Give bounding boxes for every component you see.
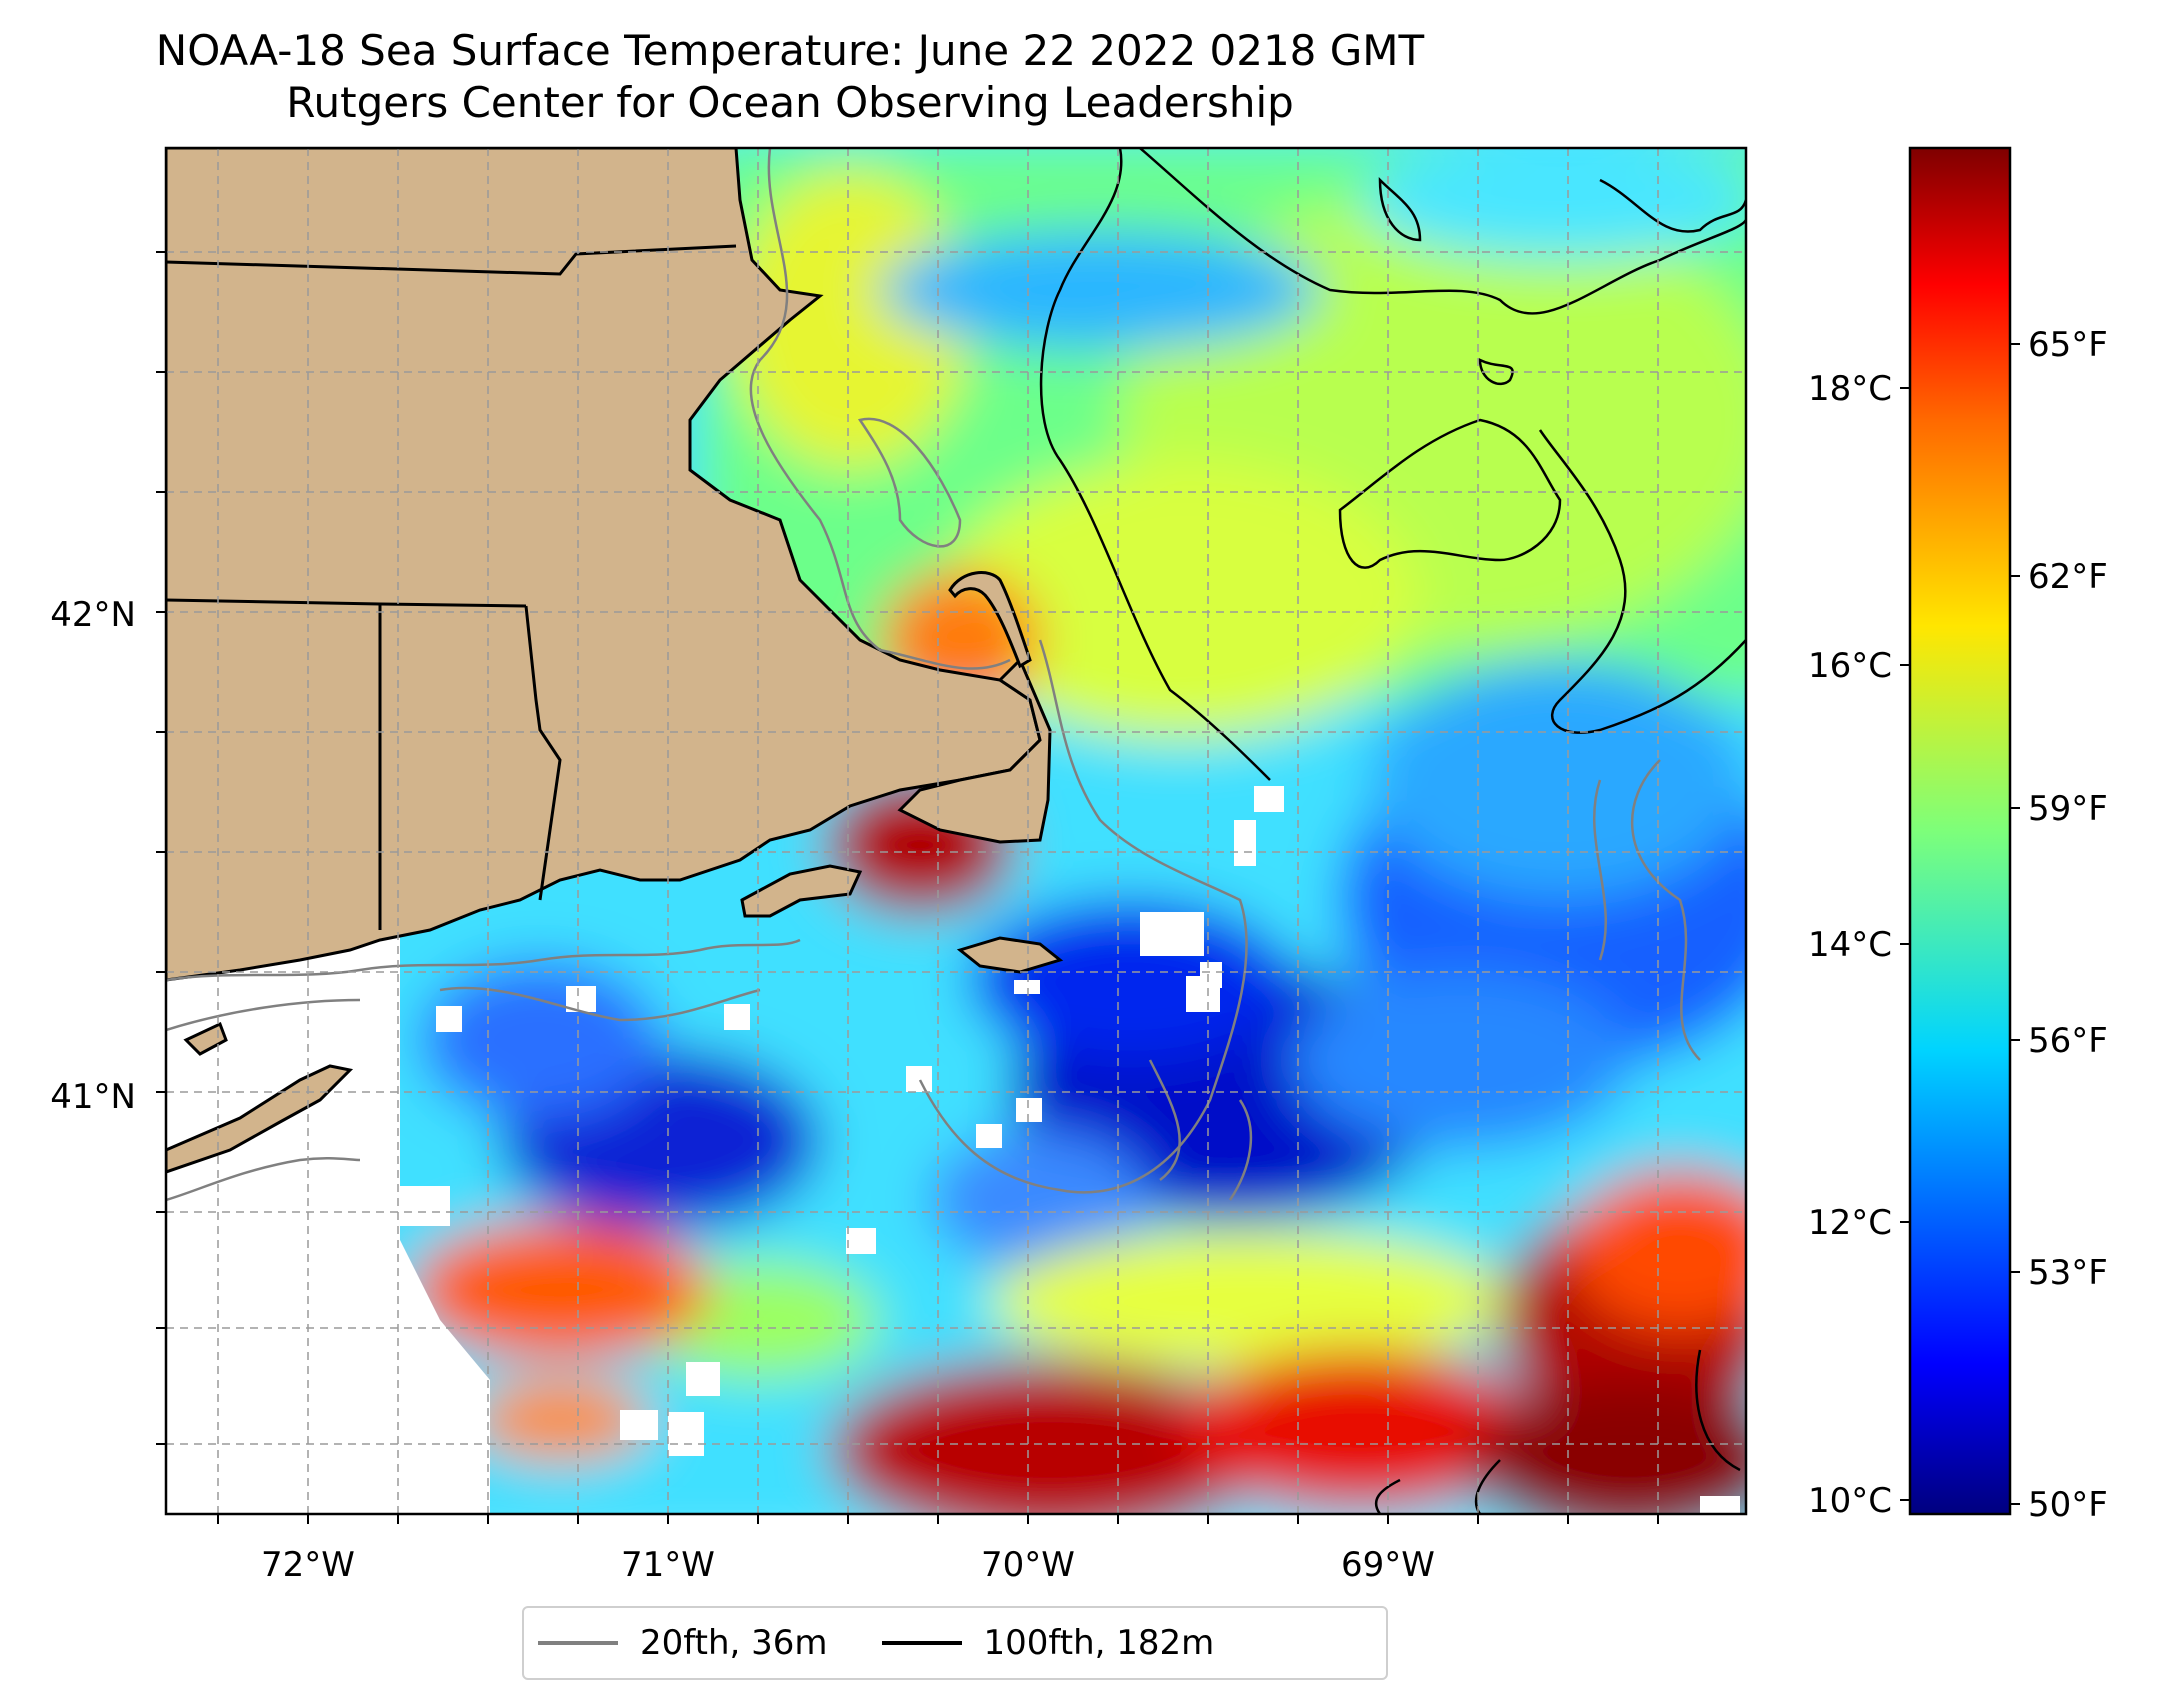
- nantucket: [956, 936, 1064, 974]
- colorbar-c-14: 14°C: [1808, 925, 1892, 965]
- map-frame: [164, 146, 1748, 1516]
- sst-field: [166, 148, 1746, 1514]
- legend-item-100fth: 100fth, 182m: [881, 1623, 1215, 1663]
- colorbar-c-16: 16°C: [1808, 646, 1892, 686]
- colorbar-f-65: 65°F: [2028, 325, 2108, 365]
- legend-swatch-gray-line: [538, 1641, 618, 1645]
- colorbar-f-50: 50°F: [2028, 1485, 2108, 1525]
- isobath-20fth: [166, 148, 1701, 1202]
- lat-label-41n: 41°N: [50, 1077, 136, 1117]
- map-tick-marks: [156, 251, 1659, 1524]
- colorbar-f-62: 62°F: [2028, 557, 2108, 597]
- map-subtitle: Rutgers Center for Ocean Observing Leade…: [286, 78, 1294, 127]
- state-borders: [166, 244, 737, 930]
- long-island-east: [166, 1064, 354, 1174]
- colorbar-f-56: 56°F: [2028, 1021, 2108, 1061]
- legend-label-100fth: 100fth, 182m: [983, 1623, 1215, 1663]
- lon-label-69w: 69°W: [1341, 1545, 1435, 1585]
- map-gridlines: [166, 148, 1746, 1514]
- legend-swatch-black-line: [881, 1641, 962, 1645]
- colorbar: 18°C 16°C 14°C 12°C 10°C 65°F 62°F 59°F …: [1808, 146, 2108, 1525]
- lon-label-70w: 70°W: [981, 1545, 1075, 1585]
- lon-label-71w: 71°W: [621, 1545, 715, 1585]
- lat-label-42n: 42°N: [50, 595, 136, 635]
- colorbar-c-12: 12°C: [1808, 1203, 1892, 1243]
- lon-label-72w: 72°W: [261, 1545, 355, 1585]
- isobath-100fth: [1039, 148, 1746, 1514]
- legend: 20fth, 36m 100fth, 182m: [522, 1606, 1388, 1680]
- no-data-region: [166, 920, 490, 1514]
- colorbar-gradient: [1908, 146, 2012, 1516]
- marthas-vineyard: [740, 864, 863, 918]
- map-title: NOAA-18 Sea Surface Temperature: June 22…: [155, 26, 1425, 75]
- block-island: [183, 1021, 228, 1056]
- legend-label-20fth: 20fth, 36m: [640, 1623, 828, 1663]
- cloud-mask: [400, 786, 1740, 1514]
- colorbar-c-10: 10°C: [1808, 1481, 1892, 1521]
- legend-item-20fth: 20fth, 36m: [538, 1623, 828, 1663]
- colorbar-c-18: 18°C: [1808, 369, 1892, 409]
- cape-cod-tip: [948, 571, 1032, 669]
- colorbar-f-59: 59°F: [2028, 789, 2108, 829]
- colorbar-f-53: 53°F: [2028, 1253, 2108, 1293]
- sst-map: [166, 148, 1746, 1514]
